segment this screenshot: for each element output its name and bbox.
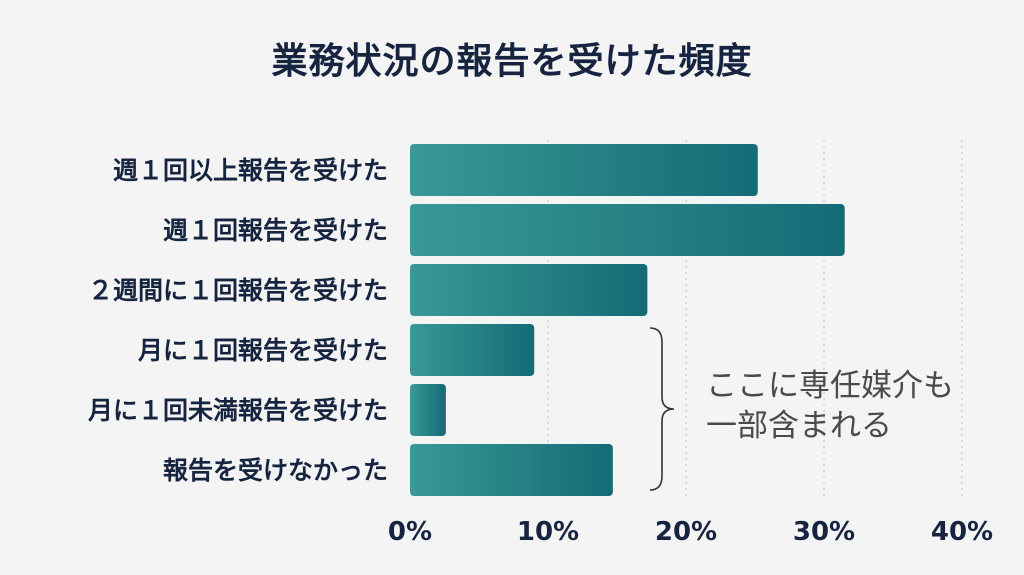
category-label: 週１回報告を受けた [163,216,388,245]
x-tick-label: 10% [517,517,579,547]
bar [410,384,446,436]
chart-title: 業務状況の報告を受けた頻度 [271,41,753,82]
x-tick-label: 0% [388,517,432,547]
gridlines [547,140,963,500]
x-tick-labels: 0% 10% 20% 30% 40% [388,517,993,547]
brace [649,327,675,491]
x-tick-label: 30% [793,517,855,547]
category-label: 月に１回報告を受けた [137,336,388,365]
category-label: 報告を受けなかった [163,456,388,485]
bar [410,144,758,196]
bars [410,144,845,496]
bar [410,264,648,316]
x-tick-label: 40% [931,517,993,547]
x-tick-label: 20% [655,517,717,547]
bar [410,444,613,496]
annotation-text: ここに専任媒介も [706,368,954,404]
category-label: ２週間に１回報告を受けた [88,276,388,305]
bar [410,324,535,376]
bar [410,204,845,256]
category-label: 週１回以上報告を受けた [113,156,388,185]
annotation-text: 一部含まれる [706,408,892,444]
category-label: 月に１回未満報告を受けた [87,396,388,425]
